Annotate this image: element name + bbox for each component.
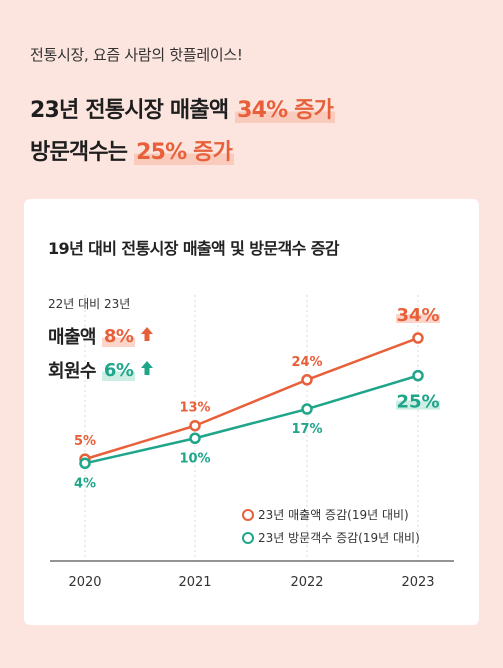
subtitle: 전통시장, 요즘 사람의 핫플레이스! [30,46,243,64]
visitors-series-line [84,374,419,465]
x-tick-label: 2023 [401,575,434,590]
sales-data-point [301,374,313,386]
x-tick-label: 2022 [290,575,323,590]
legend-item-sales: 23년 매출액 증감(19년 대비) [242,506,409,523]
visitors-data-point [412,369,424,382]
chart-card: 19년 대비 전통시장 매출액 및 방문객수 증감 2020 2021 2022 20… [24,199,479,625]
legend-marker-sales [242,508,254,521]
visitors-data-point [79,457,91,470]
chart-title: 19년 대비 전통시장 매출액 및 방문객수 증감 [48,239,340,258]
headline-line-1-highlight: 34% 증가 [235,98,336,123]
label-highlight [396,400,440,410]
sales-data-point [412,332,424,344]
visitors-data-point [301,403,313,415]
x-tick-label: 2021 [178,575,211,590]
comparison-visitors-name: 회원수 [48,361,96,382]
sales-data-point [189,419,201,432]
x-tick-label: 2020 [68,575,101,590]
comparison-sales-name: 매출액 [48,327,96,348]
line-chart: 2020 2021 2022 2023 5% 13% 24% 34% 4% 10% 17% 25% [50,295,454,590]
sales-series-line [84,336,419,461]
sales-data-label: 13% [179,401,210,416]
comparison-row-sales: 매출액 8% [48,323,154,349]
legend-label-sales: 23년 매출액 증감(19년 대비) [258,508,409,522]
legend-item-visitors: 23년 방문객수 증감(19년 대비) [242,529,420,546]
visitors-data-label: 10% [179,451,210,466]
visitors-data-point [189,432,201,444]
sales-data-label: 24% [291,355,322,370]
label-highlight [396,314,440,324]
up-arrow-icon [140,360,154,381]
comparison-label: 22년 대비 23년 [48,297,131,311]
visitors-data-label: 17% [291,422,322,437]
comparison-visitors-value: 6% [101,359,136,381]
visitors-data-label: 25% [396,392,439,413]
headline-line-1-text: 23년 전통시장 매출액 [30,98,236,123]
sales-data-label: 34% [396,305,439,326]
legend-marker-visitors [242,531,254,544]
legend-label-visitors: 23년 방문객수 증감(19년 대비) [258,531,420,545]
headline-line-1: 23년 전통시장 매출액 34% 증가 [30,92,336,124]
headline-line-2-highlight: 25% 증가 [134,140,235,165]
up-arrow-icon [140,326,154,347]
comparison-sales-value: 8% [101,325,136,347]
headline-line-2: 방문객수는 25% 증가 [30,134,235,166]
headline-line-2-text: 방문객수는 [30,140,135,165]
comparison-row-visitors: 회원수 6% [48,357,154,383]
visitors-data-label: 4% [74,476,96,491]
sales-data-label: 5% [74,434,96,449]
